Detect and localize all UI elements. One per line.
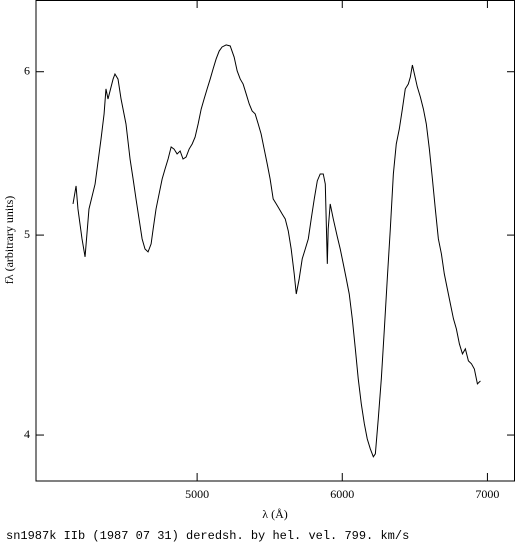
x-tick-label: 7000	[475, 487, 499, 501]
x-tick-label: 6000	[330, 487, 354, 501]
spectrum-line	[72, 44, 481, 458]
x-tick-label: 5000	[185, 487, 209, 501]
x-axis-label: λ (Å)	[262, 507, 287, 521]
caption: sn1987k IIb (1987 07 31) deredsh. by hel…	[6, 529, 409, 543]
y-axis-label: fλ (arbitrary units)	[2, 196, 16, 284]
y-tick-label: 5	[24, 227, 30, 241]
y-tick-label: 4	[24, 427, 30, 441]
plot-frame	[35, 0, 515, 482]
y-tick-label: 6	[24, 63, 30, 77]
